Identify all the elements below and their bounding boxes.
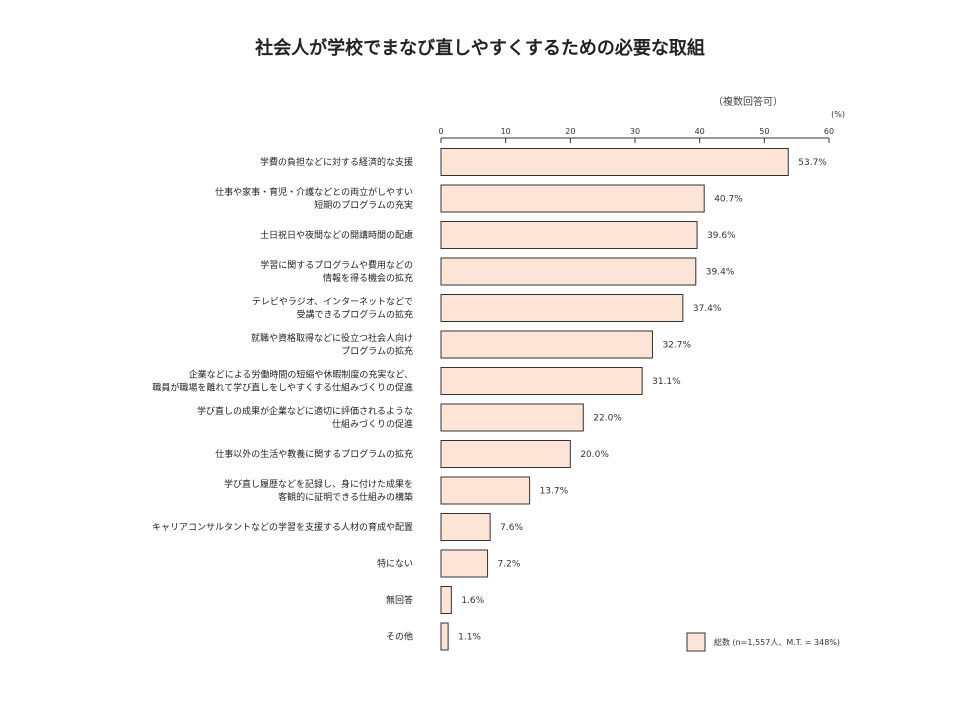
x-tick-label: 50 [759,127,769,136]
x-tick-label: 10 [501,127,511,136]
category-label: 仕組みづくりの促進 [332,418,413,430]
bar [440,549,489,578]
x-tick-label: 60 [824,127,834,136]
bar-value-label: 37.4% [693,304,722,314]
chart-subtitle: （複数回答可） [713,95,783,108]
bar-value-label: 40.7% [714,195,743,205]
bar-value-label: 39.6% [707,231,736,241]
x-tick-label: 30 [630,127,640,136]
category-label: 特にない [377,558,413,570]
bar [440,586,452,614]
chart-title: 社会人が学校でまなび直しやすくするための必要な取組 [255,37,705,59]
category-label: 土日祝日や夜間などの開講時間の配慮 [260,229,413,241]
bar [440,403,584,432]
unit-label: (%) [831,110,845,119]
legend-swatch [686,632,706,652]
category-label: 短期のプログラムの充実 [314,199,413,211]
x-tick-label: 0 [438,127,443,136]
bars: 53.7% 学費の負担などに対する経済的な支援 40.7% 仕事や家事・育児・介護など… [152,148,827,651]
x-tick-label: 40 [695,127,705,136]
category-label: 無回答 [386,594,413,606]
bar-value-label: 39.4% [706,268,735,278]
bar [440,294,684,322]
category-label: 受講できるプログラムの拡充 [296,309,413,321]
category-label: 客観的に証明できる仕組みの構築 [278,491,413,503]
bar [440,622,449,651]
x-tick-label: 20 [565,127,575,136]
bar-value-label: 53.7% [798,158,827,168]
category-label: 仕事以外の生活や教養に関するプログラムの拡充 [215,448,413,460]
bar [440,221,698,249]
category-label: テレビやラジオ、インターネットなどで [252,297,413,308]
bar-value-label: 7.2% [498,560,521,570]
category-label: 企業などによる労働時間の短縮や休暇制度の充実など、 [189,369,413,381]
category-label: 職員が職場を離れて学び直しをしやすくする仕組みづくりの促進 [152,382,413,394]
bar-value-label: 13.7% [540,487,569,497]
category-label: 学費の負担などに対する経済的な支援 [260,156,413,168]
bar-value-label: 20.0% [580,450,609,460]
bar-value-label: 32.7% [662,341,691,351]
bar [440,440,571,468]
bar [440,513,491,541]
category-label: 情報を得る機会の拡充 [323,272,413,284]
bar [440,476,531,505]
bar-value-label: 31.1% [652,377,681,387]
category-label: 学習に関するプログラムや費用などの [260,259,413,271]
bar [440,330,653,359]
x-axis: 0 10 20 30 40 50 60 [438,127,834,143]
category-label: 仕事や家事・育児・介護などとの両立がしやすい [215,186,413,198]
category-label: 学び直し履歴などを記録し、身に付けた成果を [224,478,413,490]
bar [440,184,705,213]
category-label: 就職や資格取得などに役立つ社会人向け [251,332,413,344]
bar-value-label: 7.6% [500,523,523,533]
legend: 総数 (n=1,557人、M.T. = 348%) [686,632,840,652]
bar-value-label: 1.1% [458,633,481,643]
bar-value-label: 1.6% [461,596,484,606]
category-label: キャリアコンサルタントなどの学習を支援する人材の育成や配置 [152,521,413,533]
bar [440,367,643,395]
legend-label: 総数 (n=1,557人、M.T. = 348%) [714,637,840,647]
bar [440,148,789,176]
bar-value-label: 22.0% [593,414,622,424]
category-label: プログラムの拡充 [341,345,413,357]
category-label: その他 [386,631,413,643]
bar [440,257,697,286]
category-label: 学び直しの成果が企業などに適切に評価されるような [197,405,413,417]
